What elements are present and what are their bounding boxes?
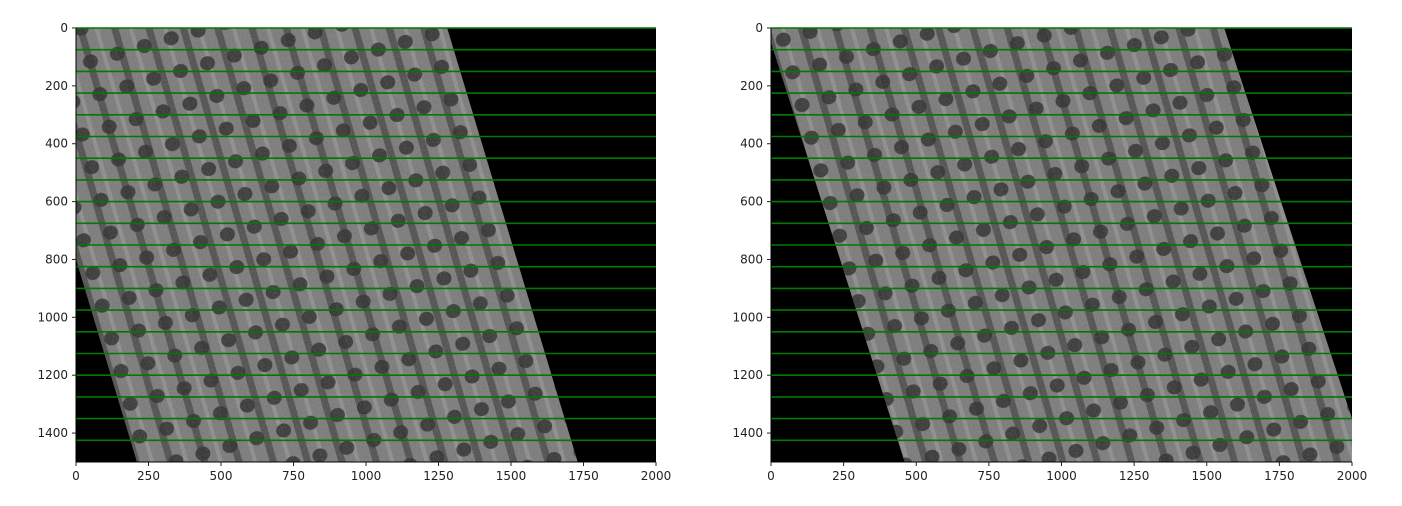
y-tick-label: 800 (45, 252, 68, 266)
x-tick-label: 500 (210, 469, 233, 483)
y-tick-label: 1400 (37, 426, 68, 440)
y-tick-label: 200 (45, 79, 68, 93)
right-panel: 0 250 500 750 1000 1250 1500 1750 2000 0 200 400 600… (732, 21, 1367, 483)
x-tick-label: 1000 (1046, 469, 1077, 483)
x-tick-label: 1500 (1191, 469, 1222, 483)
y-tick-label: 600 (45, 195, 68, 209)
y-tick-label: 800 (740, 252, 763, 266)
x-tick-label: 2000 (1337, 469, 1368, 483)
x-tick-label: 0 (767, 469, 775, 483)
y-tick-label: 200 (740, 79, 763, 93)
y-tick-label: 1400 (732, 426, 763, 440)
y-tick-label: 400 (45, 137, 68, 151)
x-tick-label: 750 (977, 469, 1000, 483)
x-tick-label: 1750 (1264, 469, 1295, 483)
x-tick-label: 2000 (641, 469, 672, 483)
y-tick-label: 1000 (37, 310, 68, 324)
x-tick-label: 250 (137, 469, 160, 483)
x-tick-label: 250 (832, 469, 855, 483)
y-tick-label: 1200 (732, 368, 763, 382)
y-tick-label: 1200 (37, 368, 68, 382)
y-tick-label: 600 (740, 195, 763, 209)
x-tick-label: 1250 (1119, 469, 1150, 483)
y-tick-label: 400 (740, 137, 763, 151)
x-tick-label: 1500 (496, 469, 527, 483)
x-tick-label: 750 (282, 469, 305, 483)
left-panel: 0 250 500 750 1000 1250 1500 1750 2000 0 200 400 600… (37, 21, 671, 483)
y-tick-label: 1000 (732, 310, 763, 324)
x-tick-label: 0 (72, 469, 80, 483)
x-tick-label: 1250 (423, 469, 454, 483)
y-tick-label: 0 (755, 21, 763, 35)
x-tick-label: 500 (905, 469, 928, 483)
y-tick-label: 0 (60, 21, 68, 35)
x-tick-label: 1750 (568, 469, 599, 483)
x-tick-label: 1000 (351, 469, 382, 483)
